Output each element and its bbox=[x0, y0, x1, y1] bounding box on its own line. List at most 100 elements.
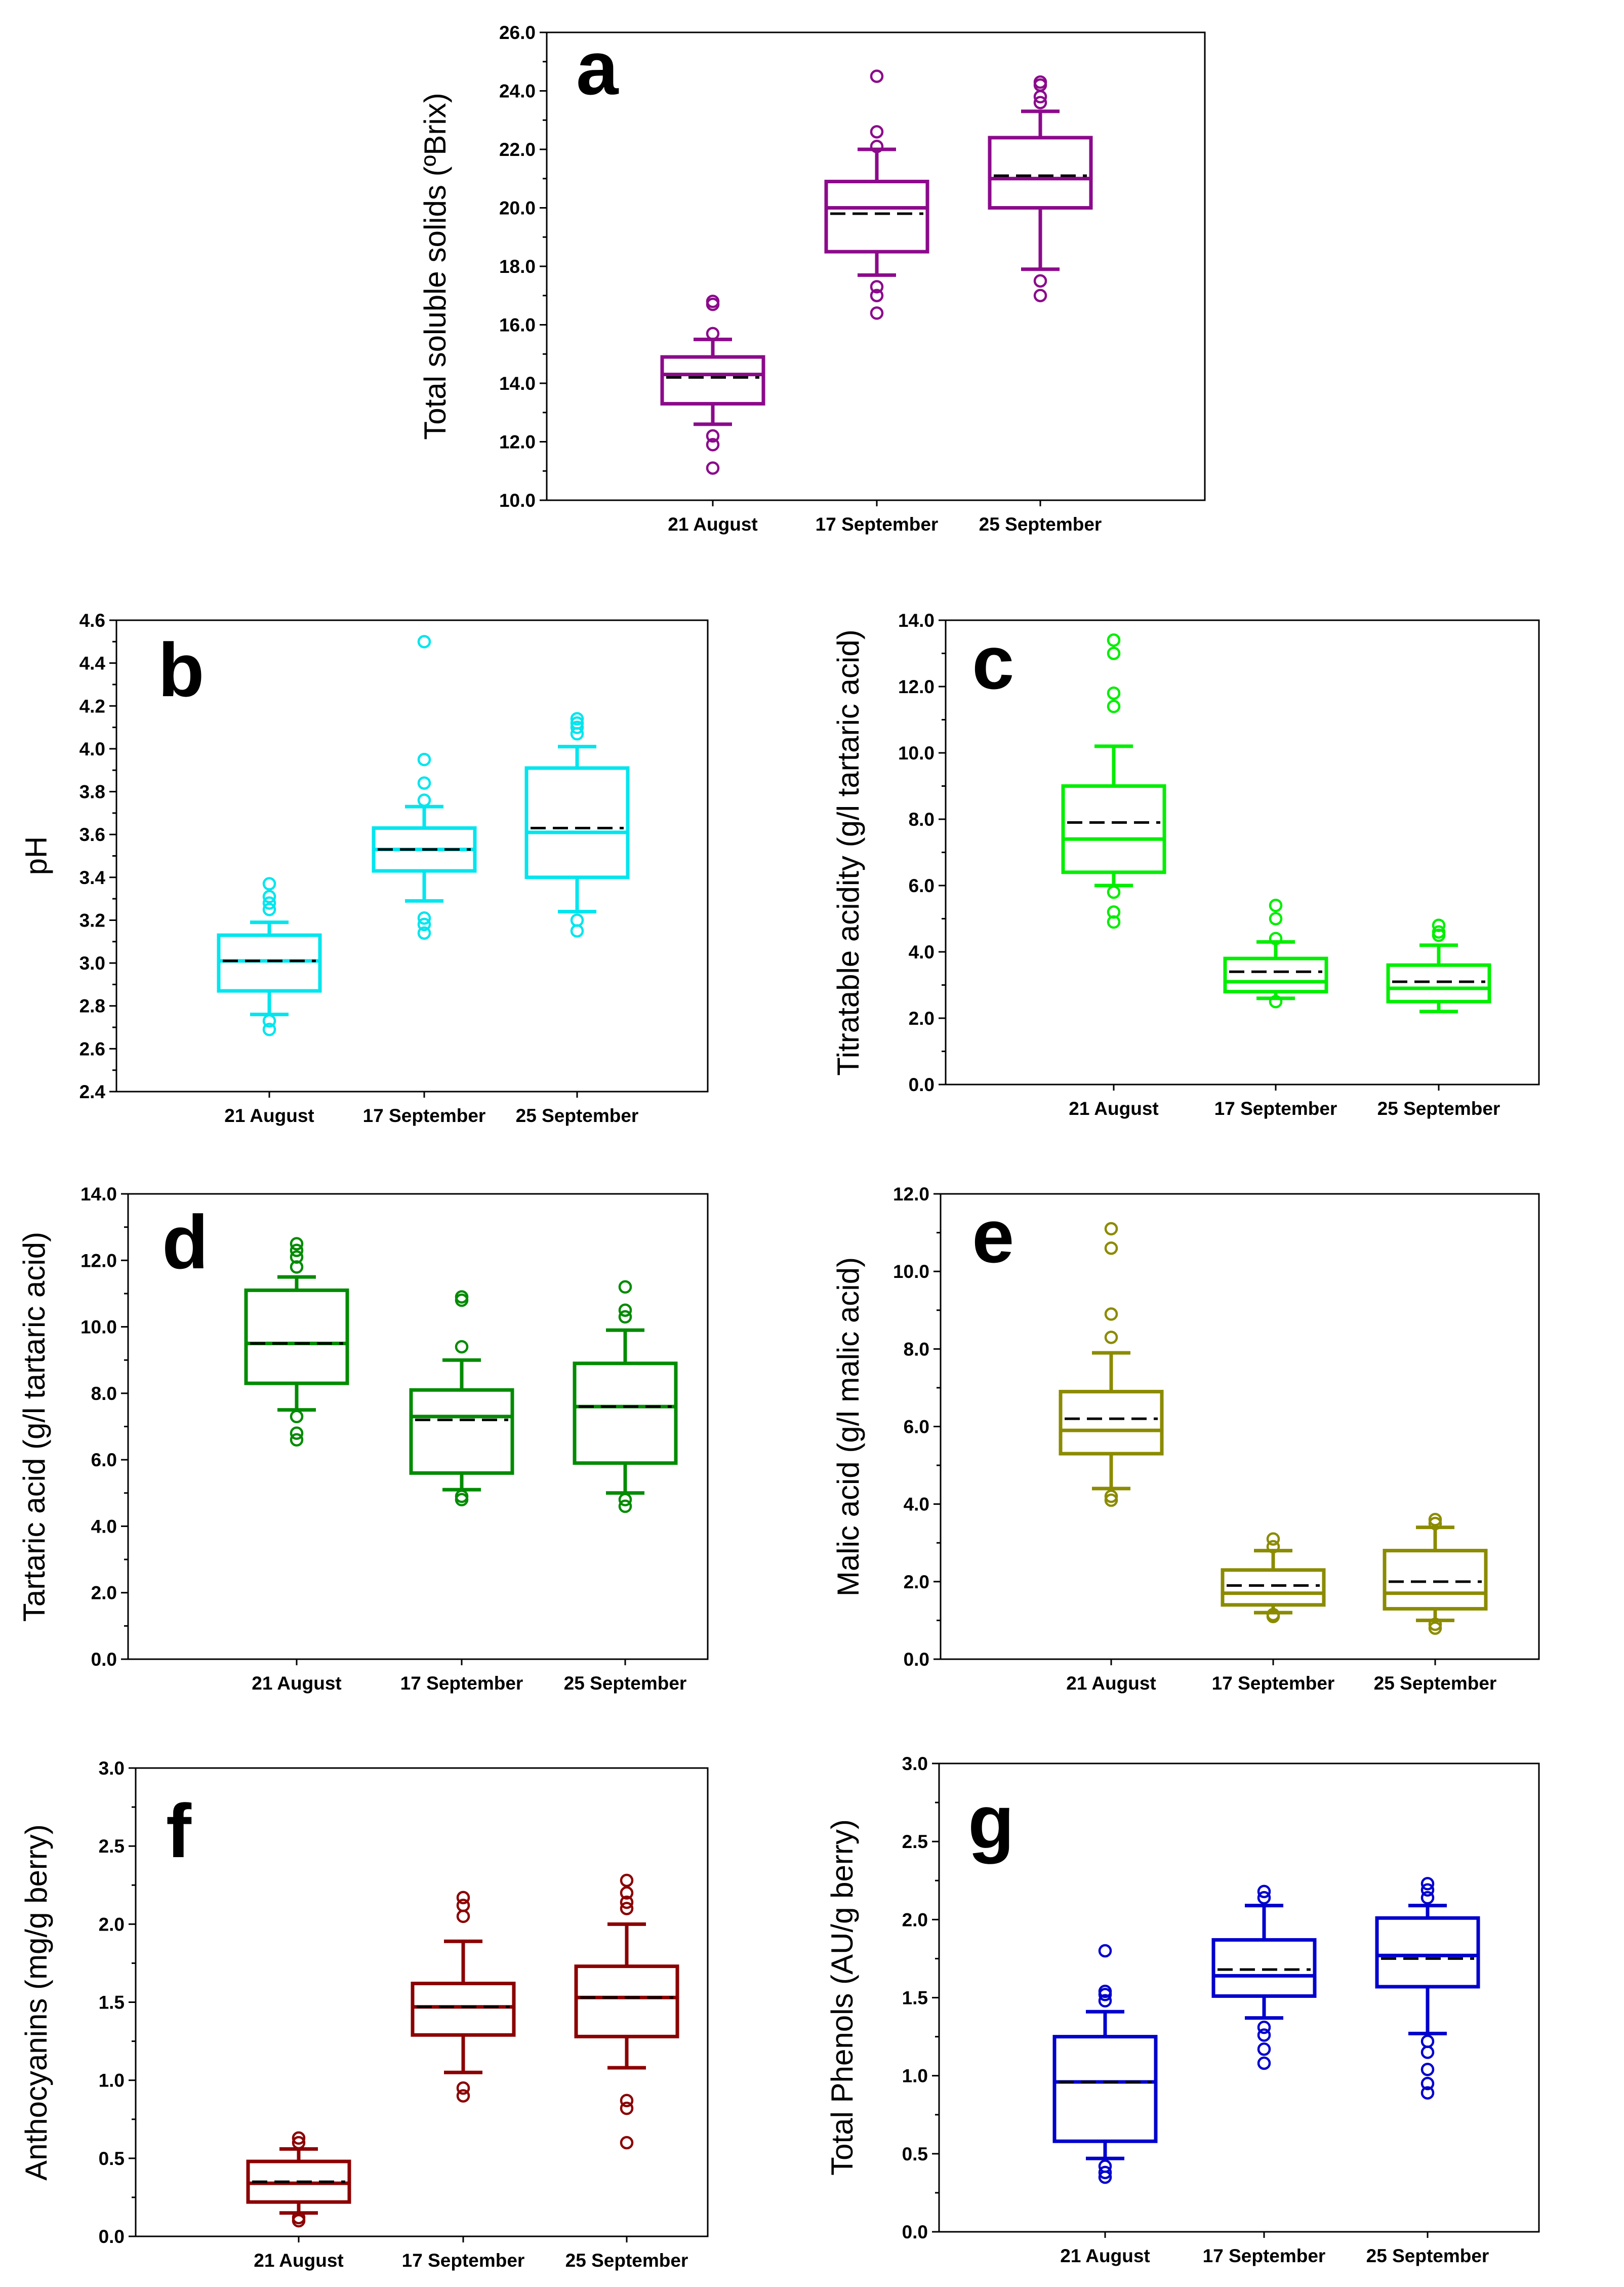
y-axis-label: Tartaric acid (g/l tartaric acid) bbox=[17, 1232, 51, 1622]
panel-g: 0.0 0.5 1.0 1.5 2.0 2.5 3.0 21 August 17 Septemb… bbox=[825, 1753, 1540, 2266]
iqr-box bbox=[1221, 1568, 1326, 1607]
y-tick-label: 1.0 bbox=[902, 2066, 928, 2087]
x-tick-label: 17 September bbox=[402, 2250, 525, 2271]
outlier-point bbox=[417, 776, 431, 790]
x-tick-label: 21 August bbox=[252, 1673, 341, 1694]
y-tick-label: 1.5 bbox=[902, 1988, 928, 2009]
outlier-point bbox=[1098, 2165, 1112, 2180]
x-tick-label: 17 September bbox=[363, 1105, 486, 1126]
plot-frame bbox=[135, 1767, 709, 2237]
outlier-point bbox=[262, 877, 276, 891]
outlier-point bbox=[1033, 75, 1047, 89]
outlier-point bbox=[1266, 1540, 1280, 1554]
outlier-point bbox=[1107, 915, 1121, 929]
box-b-3 bbox=[524, 712, 630, 938]
y-tick-label: 22.0 bbox=[499, 139, 536, 160]
y-tick-label: 12.0 bbox=[893, 1184, 929, 1205]
box-g-3 bbox=[1375, 1877, 1480, 2100]
plot-frame bbox=[115, 619, 709, 1093]
y-tick-label: 6.0 bbox=[91, 1450, 117, 1470]
iqr-box bbox=[1383, 1549, 1488, 1611]
outlier-point bbox=[1420, 2076, 1435, 2091]
outlier-point bbox=[1104, 1222, 1118, 1236]
y-tick-label: 4.0 bbox=[91, 1516, 117, 1537]
outlier-point bbox=[1428, 1617, 1442, 1631]
outlier-point bbox=[1257, 1891, 1271, 1905]
y-tick-label: 3.4 bbox=[79, 867, 106, 888]
outlier-point bbox=[1098, 2159, 1112, 2173]
y-tick-label: 6.0 bbox=[904, 1417, 929, 1437]
box-d-2 bbox=[409, 1290, 514, 1507]
outlier-point bbox=[292, 2211, 306, 2225]
outlier-point bbox=[1420, 2034, 1435, 2049]
box-d-1 bbox=[244, 1237, 349, 1447]
outlier-point bbox=[1033, 96, 1047, 109]
y-tick-label: 2.0 bbox=[909, 1008, 935, 1029]
outlier-point bbox=[456, 2089, 470, 2103]
iqr-box bbox=[574, 1964, 679, 2038]
iqr-box bbox=[824, 180, 929, 254]
outlier-point bbox=[618, 1280, 632, 1294]
y-axis-label: Total soluble solids (ºBrix) bbox=[418, 93, 452, 440]
iqr-box bbox=[1059, 1390, 1164, 1456]
x-tick-label: 21 August bbox=[668, 514, 757, 535]
outlier-point bbox=[706, 295, 720, 308]
y-tick-label: 2.4 bbox=[79, 1081, 106, 1102]
box-f-1 bbox=[246, 2131, 351, 2228]
y-tick-label: 2.5 bbox=[902, 1831, 928, 1852]
panel-letter: f bbox=[166, 1788, 192, 1873]
outlier-point bbox=[706, 327, 720, 341]
x-tick-label: 21 August bbox=[1066, 1673, 1156, 1694]
x-tick-label: 25 September bbox=[1374, 1673, 1497, 1694]
y-tick-label: 4.0 bbox=[904, 1494, 929, 1515]
outlier-point bbox=[570, 720, 584, 734]
iqr-box bbox=[573, 1361, 678, 1465]
outlier-point bbox=[1257, 2028, 1271, 2042]
outlier-point bbox=[1432, 925, 1446, 939]
y-tick-label: 0.0 bbox=[909, 1074, 935, 1095]
y-tick-label: 2.5 bbox=[99, 1836, 125, 1857]
iqr-box bbox=[1386, 963, 1491, 1004]
y-tick-label: 2.6 bbox=[79, 1038, 105, 1059]
y-tick-label: 3.2 bbox=[79, 910, 105, 931]
outlier-point bbox=[417, 793, 431, 807]
box-f-3 bbox=[574, 1873, 679, 2150]
outlier-point bbox=[1098, 1984, 1112, 1998]
outlier-point bbox=[620, 2094, 634, 2107]
outlier-point bbox=[456, 1909, 470, 1923]
outlier-point bbox=[455, 1340, 469, 1354]
y-tick-label: 12.0 bbox=[499, 432, 536, 453]
y-tick-label: 2.0 bbox=[904, 1572, 929, 1592]
outlier-point bbox=[1104, 1307, 1118, 1321]
y-tick-label: 2.8 bbox=[79, 996, 105, 1017]
panel-b: 2.4 2.6 2.8 3.0 3.2 3.4 3.6 3.8 4.0 4.2 4.4 4.6 21 A… bbox=[19, 610, 709, 1126]
y-axis-label: Malic acid (g/l malic acid) bbox=[831, 1257, 865, 1596]
outlier-point bbox=[870, 69, 884, 83]
outlier-point bbox=[1266, 1608, 1280, 1622]
outlier-point bbox=[1420, 2045, 1435, 2059]
outlier-point bbox=[620, 2136, 634, 2150]
box-a-1 bbox=[660, 295, 765, 475]
outlier-point bbox=[570, 716, 584, 730]
outlier-point bbox=[455, 1290, 469, 1304]
outlier-point bbox=[290, 1433, 304, 1447]
panel-letter: b bbox=[158, 627, 205, 712]
outlier-point bbox=[1269, 912, 1283, 926]
y-axis-label: Titratable acidity (g/l tartaric acid) bbox=[831, 629, 865, 1075]
panel-e: 0.0 2.0 4.0 6.0 8.0 10.0 12.0 21 August 17 Septe… bbox=[831, 1184, 1540, 1694]
outlier-point bbox=[620, 1873, 634, 1888]
y-tick-label: 0.5 bbox=[902, 2144, 928, 2164]
panel-letter: g bbox=[968, 1779, 1014, 1864]
outlier-point bbox=[262, 896, 276, 910]
iqr-box bbox=[409, 1388, 514, 1475]
iqr-box bbox=[411, 1982, 516, 2037]
outlier-point bbox=[1420, 1877, 1435, 1891]
outlier-point bbox=[1420, 1883, 1435, 1897]
outlier-point bbox=[618, 1310, 632, 1324]
outlier-point bbox=[290, 1426, 304, 1440]
outlier-point bbox=[618, 1303, 632, 1317]
outlier-point bbox=[618, 1499, 632, 1513]
panel-f: 0.0 0.5 1.0 1.5 2.0 2.5 3.0 21 August 17 Septemb… bbox=[19, 1758, 709, 2271]
y-tick-label: 3.0 bbox=[902, 1753, 928, 1774]
y-tick-label: 4.6 bbox=[79, 610, 105, 631]
